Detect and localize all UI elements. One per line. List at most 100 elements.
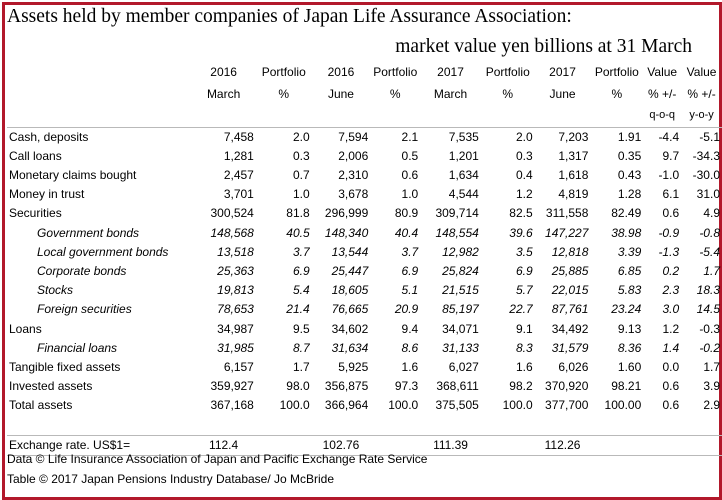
table-cell: -30.0 (692, 167, 720, 182)
table-row: Stocks 19,813 5.4 18,605 5.1 21,515 5.7 22,015 5… (7, 281, 722, 300)
table-cell: -4.4 (643, 126, 682, 147)
table-cell: -34.3 (692, 148, 720, 163)
table-cell: 100.0 (502, 398, 533, 413)
table-cell: 5.1 (401, 283, 419, 298)
row-label: Loans (9, 321, 42, 336)
table-cell: 3.5 (515, 244, 533, 259)
table-cell: 6,027 (448, 359, 479, 374)
table-cell: 8.7 (292, 340, 310, 355)
header-cell: Portfolio (485, 65, 530, 79)
table-cell: 98.0 (286, 379, 310, 394)
header-cell: % (611, 86, 623, 101)
table-cell: -1.3 (658, 244, 680, 259)
table-cell: 0.43 (617, 167, 642, 182)
row-label: Cash, deposits (7, 126, 192, 147)
table-cell: 1,317 (558, 148, 589, 163)
table-cell: -5.1 (681, 126, 722, 147)
table-cell: 31,985 (217, 340, 254, 355)
table-cell: -0.8 (699, 225, 720, 240)
table-cell: 20.9 (394, 302, 419, 317)
table-cell: 4,819 (558, 187, 589, 202)
row-label: Tangible fixed assets (9, 359, 121, 374)
table-cell: 6.85 (617, 263, 642, 278)
table-cell: 148,554 (435, 225, 479, 240)
row-label: Foreign securities (37, 302, 132, 317)
table-cell: 25,363 (217, 263, 254, 278)
table-row: Monetary claims bought 2,457 0.7 2,310 0.6 1,… (7, 166, 722, 185)
table-cell: 6,026 (558, 359, 589, 374)
table-cell: 1.7 (703, 263, 720, 278)
table-cell: 1.91 (590, 126, 644, 147)
row-label: Securities (9, 206, 62, 221)
table-cell: 6.1 (662, 187, 680, 202)
table-cell: 85,197 (442, 302, 479, 317)
header-cell: 2017 (549, 65, 576, 79)
table-cell: 18.3 (696, 283, 720, 298)
table-cell: 31.0 (696, 187, 720, 202)
table-cell: 311,558 (545, 206, 589, 221)
header-cell (256, 105, 312, 127)
table-cell: 7,458 (191, 126, 256, 147)
table-cell: 25,824 (442, 263, 479, 278)
table-cell: 1.7 (292, 359, 310, 374)
table-cell: 5,925 (338, 359, 369, 374)
header-cell: Portfolio (261, 65, 306, 79)
header-cell: Portfolio (373, 65, 418, 79)
header-cell (7, 84, 191, 106)
row-label: Corporate bonds (37, 263, 127, 278)
table-row: Invested assets 359,927 98.0 356,875 97.3 368… (7, 377, 722, 396)
exchange-rate-cell (643, 434, 682, 456)
table-cell: -1.0 (658, 167, 680, 182)
header-cell (481, 105, 535, 127)
row-label: Total assets (9, 398, 73, 413)
table-cell: 9.5 (292, 321, 310, 336)
table-cell: 38.98 (611, 225, 642, 240)
table-cell: 78,653 (217, 302, 254, 317)
exchange-rate-cell: 111.39 (420, 434, 481, 456)
table-cell: 1,281 (223, 148, 254, 163)
table-cell: 0.6 (662, 206, 680, 221)
exchange-rate-cell (480, 434, 535, 456)
table-title: Assets held by member companies of Japan… (7, 6, 572, 27)
table-cell: 9.1 (515, 321, 533, 336)
table-cell: 4,544 (448, 187, 479, 202)
table-cell: 359,927 (210, 379, 254, 394)
table-cell: 3.9 (703, 379, 720, 394)
table-cell: 31,634 (331, 340, 369, 355)
table-cell: 1.2 (515, 187, 533, 202)
table-cell: 9.4 (401, 321, 419, 336)
table-cell: 4.9 (703, 206, 720, 221)
table-cell: 13,544 (331, 244, 369, 259)
table-cell: 148,568 (210, 225, 254, 240)
table-cell: 0.35 (617, 148, 642, 163)
table-cell: 1.7 (703, 359, 720, 374)
table-row: Government bonds 148,568 40.5 148,340 40.4 14… (7, 224, 722, 243)
table-cell: 296,999 (324, 206, 369, 221)
table-cell: 7,203 (534, 126, 591, 147)
exchange-rate-cell (681, 434, 722, 456)
table-cell: 375,505 (435, 398, 479, 413)
table-cell: 2.9 (703, 398, 720, 413)
table-cell: 3,701 (223, 187, 254, 202)
table-cell: 31,579 (551, 340, 589, 355)
table-cell: 377,700 (545, 398, 589, 413)
table-cell: 81.8 (286, 206, 310, 221)
table-cell: 0.5 (401, 148, 419, 163)
table-cell: 1.0 (401, 187, 419, 202)
table-cell: 1.2 (662, 321, 680, 336)
header-cell (535, 105, 591, 127)
table-cell: 82.5 (509, 206, 533, 221)
table-cell: 1.6 (401, 359, 419, 374)
header-cell (7, 62, 191, 84)
table-cell: 6.9 (401, 263, 419, 278)
header-cell: % +/- (648, 86, 677, 101)
header-cell: Portfolio (594, 65, 639, 79)
exchange-rate-cell (255, 434, 312, 456)
table-cell: 300,524 (210, 206, 254, 221)
table-cell: 8.36 (617, 340, 642, 355)
table-cell: 34,071 (442, 321, 479, 336)
header-row-1: 2016 Portfolio 2016 Portfolio 2017 Portf… (7, 62, 722, 84)
table-cell: 100.0 (388, 398, 419, 413)
table-cell: 0.0 (662, 359, 680, 374)
